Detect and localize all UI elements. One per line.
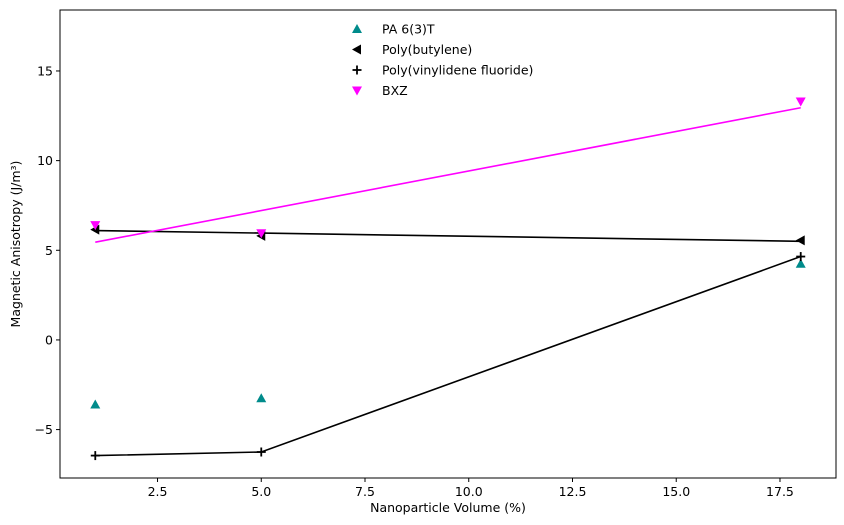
data-point-pa-6-3-t <box>90 399 101 409</box>
x-tick-label: 2.5 <box>148 484 168 499</box>
x-tick-label: 7.5 <box>355 484 375 499</box>
legend-marker-poly-butylene <box>352 44 361 55</box>
series-line-bxz <box>95 106 801 243</box>
data-point-poly-vinylidene-fluoride <box>796 252 806 262</box>
y-tick-label: 15 <box>37 63 53 78</box>
y-axis-title: Magnetic Anisotropy (J/m³) <box>8 161 23 328</box>
y-tick-label: 5 <box>45 243 53 258</box>
series-line-poly-vinylidene-fluoride <box>95 255 801 457</box>
data-markers <box>90 97 806 461</box>
series-line-poly-butylene <box>95 229 801 243</box>
legend-label-bxz: BXZ <box>382 83 408 98</box>
data-point-poly-vinylidene-fluoride <box>90 451 100 461</box>
legend-marker-pa-6-3-t <box>352 24 362 33</box>
x-tick-label: 5.0 <box>251 484 271 499</box>
x-tick-label: 15.0 <box>662 484 690 499</box>
legend-marker-bxz <box>352 86 362 96</box>
x-tick-label: 17.5 <box>766 484 794 499</box>
data-point-bxz <box>90 221 101 231</box>
data-point-bxz <box>795 97 806 107</box>
x-tick-label: 10.0 <box>455 484 483 499</box>
data-point-poly-butylene <box>795 235 805 246</box>
y-tick-label: 10 <box>37 153 53 168</box>
data-point-pa-6-3-t <box>795 258 806 268</box>
legend: PA 6(3)T Poly(butylene) Poly(vinylidene fl… <box>352 22 533 98</box>
legend-marker-poly-vinylidene-fluoride <box>352 65 362 75</box>
y-tick-label: −5 <box>35 422 53 437</box>
x-tick-label: 12.5 <box>559 484 587 499</box>
y-axis: −5 0 5 10 15 <box>35 63 60 437</box>
data-point-poly-butylene <box>90 224 100 235</box>
data-point-pa-6-3-t <box>256 393 267 403</box>
data-point-bxz <box>256 229 267 239</box>
x-axis-title: Nanoparticle Volume (%) <box>370 500 526 515</box>
legend-label-poly-vinylidene-fluoride: Poly(vinylidene fluoride) <box>382 63 533 78</box>
legend-label-poly-butylene: Poly(butylene) <box>382 42 472 57</box>
data-point-poly-vinylidene-fluoride <box>256 447 266 457</box>
plot-area-frame <box>59 9 837 479</box>
legend-label-pa-6-3-t: PA 6(3)T <box>382 22 435 37</box>
fit-lines <box>95 106 801 457</box>
x-axis: 2.5 5.0 7.5 10.0 12.5 15.0 17.5 <box>148 478 794 499</box>
y-tick-label: 0 <box>45 332 53 347</box>
